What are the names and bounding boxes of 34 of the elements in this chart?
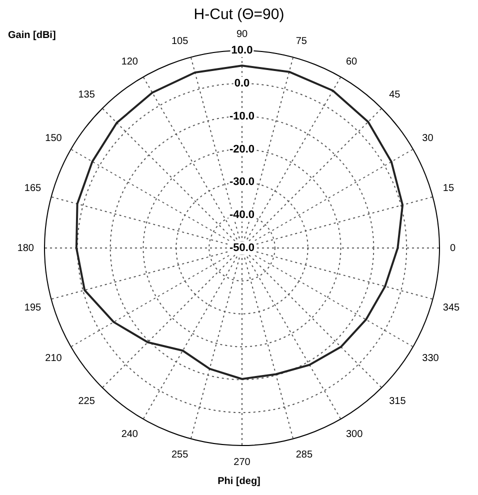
spoke-label: 345 xyxy=(442,302,460,314)
spoke-label: 165 xyxy=(24,182,42,194)
spoke-label: 0 xyxy=(450,242,456,254)
spoke-label: 255 xyxy=(171,450,189,461)
y-tick-label: 10.0 xyxy=(231,44,253,57)
y-tick-label: -30.0 xyxy=(229,176,255,188)
text: Gain [dBi] xyxy=(8,30,56,41)
spoke-label: 225 xyxy=(78,396,96,407)
spoke-label: 45 xyxy=(389,90,401,101)
y-tick-label: -50.0 xyxy=(229,242,255,254)
y-tick-label: -40.0 xyxy=(229,209,255,222)
chart-title: H-Cut (Θ=90) xyxy=(194,6,284,24)
text: Phi [deg] xyxy=(216,476,262,487)
spoke-label: 270 xyxy=(234,456,251,468)
spoke-label: 300 xyxy=(346,428,364,440)
y-tick-label: -20.0 xyxy=(229,143,255,156)
spoke-label: 240 xyxy=(121,428,138,440)
y-tick-label: -10.0 xyxy=(229,110,255,122)
spoke-label: 30 xyxy=(422,132,434,144)
spoke-label: 150 xyxy=(45,132,62,144)
spoke-label: 90 xyxy=(236,28,248,40)
spoke-label: 210 xyxy=(45,352,62,364)
spoke-label: 135 xyxy=(78,90,96,101)
spoke-label: 285 xyxy=(296,450,313,461)
spoke-label: 315 xyxy=(389,396,406,407)
spoke-label: 15 xyxy=(442,182,454,194)
y-tick-label: 0.0 xyxy=(234,77,250,90)
spoke-label: 330 xyxy=(422,352,440,364)
spoke-label: 120 xyxy=(121,56,138,68)
spoke-label: 195 xyxy=(24,302,42,314)
spoke-label: 75 xyxy=(296,36,308,47)
spoke-label: 105 xyxy=(171,36,189,47)
spoke-label: 60 xyxy=(346,56,358,68)
spoke-label: 180 xyxy=(17,242,34,254)
